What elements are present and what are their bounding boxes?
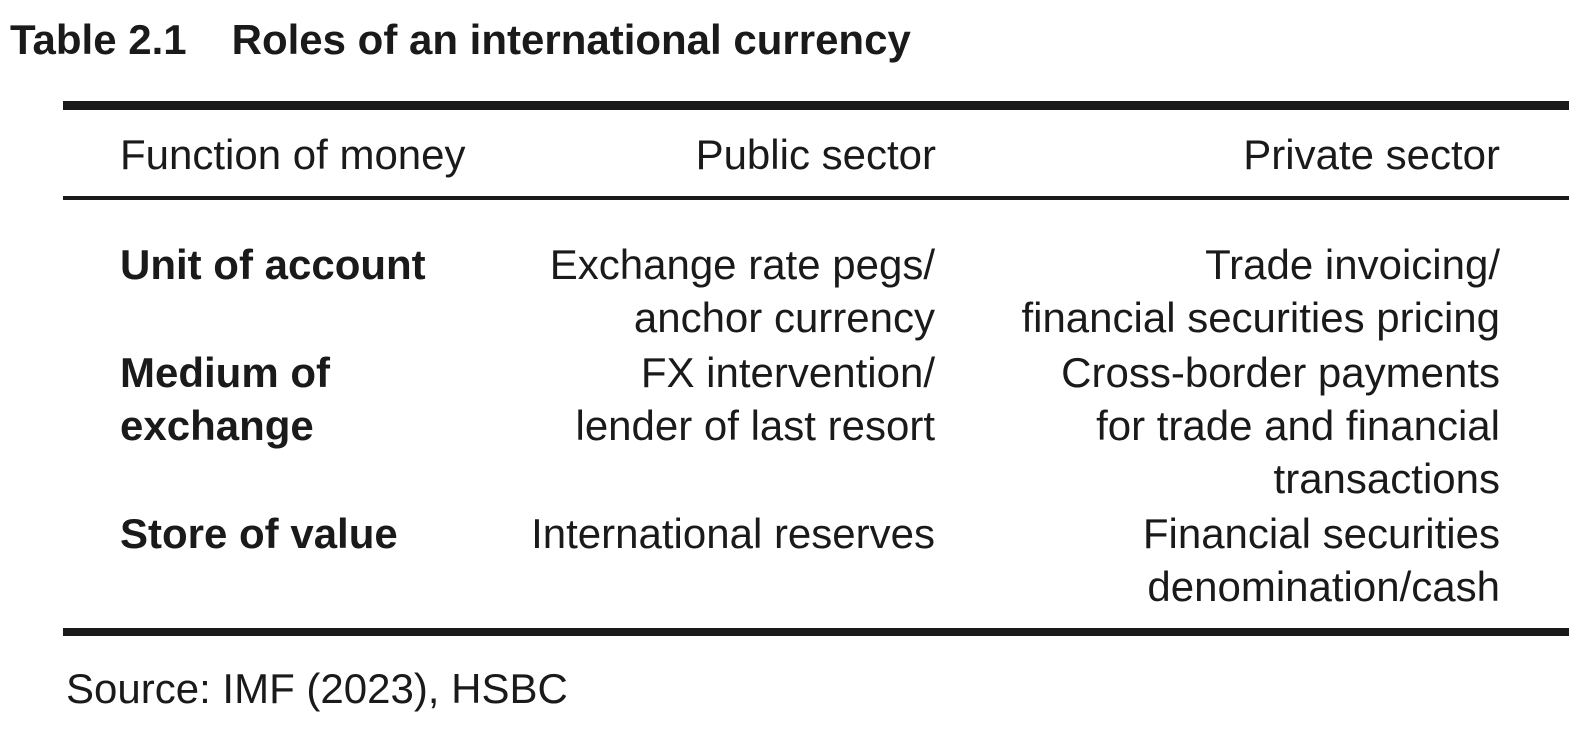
- row-label-function: Unit of account: [120, 241, 426, 288]
- cell-public-sector: FX intervention/ lender of last resort: [575, 349, 935, 449]
- source-note: Source: IMF (2023), HSBC: [66, 665, 568, 712]
- table-bottom-rule: [63, 628, 1569, 636]
- table-row-medium-of-exchange: Medium of exchange FX intervention/ lend…: [63, 345, 1569, 506]
- col-header-public-sector: Public sector: [523, 110, 936, 200]
- cell-private-sector: Financial securities denomination/cash: [1142, 510, 1500, 610]
- table-header-row: Function of money Public sector Private …: [63, 110, 1569, 200]
- row-label-function: Medium of exchange: [120, 349, 330, 449]
- roles-of-international-currency-table: Function of money Public sector Private …: [63, 110, 1569, 628]
- table-block: Function of money Public sector Private …: [63, 101, 1569, 636]
- table-row-store-of-value: Store of value International reserves Fi…: [63, 506, 1569, 628]
- col-header-function-of-money: Function of money: [63, 110, 523, 200]
- cell-public-sector: International reserves: [531, 510, 935, 557]
- row-label-function: Store of value: [120, 510, 398, 557]
- page-title: Table 2.1 Roles of an international curre…: [10, 13, 911, 66]
- table-top-rule: [63, 101, 1569, 110]
- cell-public-sector: Exchange rate pegs/ anchor currency: [549, 241, 935, 341]
- table-row-unit-of-account: Unit of account Exchange rate pegs/ anch…: [63, 198, 1569, 345]
- cell-private-sector: Cross-border payments for trade and fina…: [1061, 349, 1500, 502]
- col-header-private-sector: Private sector: [936, 110, 1569, 200]
- table-number: Table 2.1: [10, 16, 187, 63]
- cell-private-sector: Trade invoicing/ financial securities pr…: [1021, 241, 1500, 341]
- table-title-text: Roles of an international currency: [231, 16, 911, 63]
